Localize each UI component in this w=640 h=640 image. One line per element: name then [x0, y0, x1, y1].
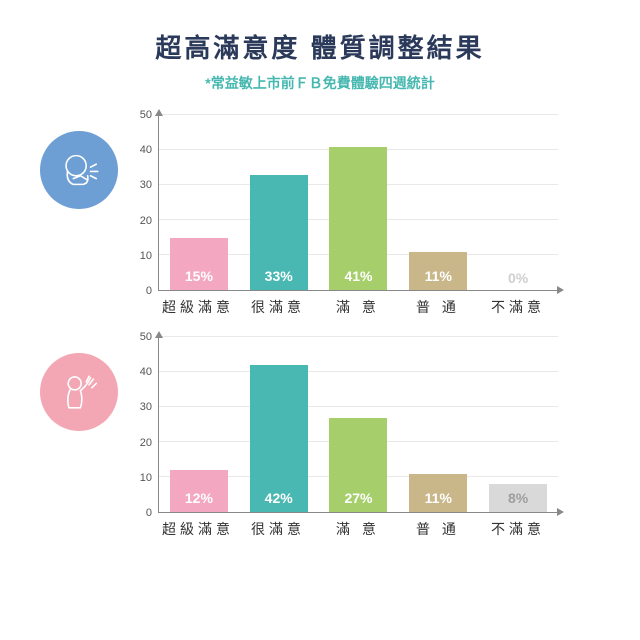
- sneeze-icon: [56, 147, 102, 193]
- y-tick: 10: [128, 250, 152, 262]
- bar-value-label: 11%: [425, 268, 452, 284]
- bars-row: 12% 42% 27% 11% 8%: [159, 337, 558, 512]
- bar-slot: 8%: [478, 337, 558, 512]
- bar: 8%: [489, 484, 547, 512]
- bar-value-label: 42%: [265, 490, 293, 506]
- bar: 15%: [170, 238, 228, 291]
- bar: 11%: [409, 474, 467, 513]
- y-tick: 40: [128, 366, 152, 378]
- x-label: 超級滿意: [158, 515, 238, 537]
- y-tick: 30: [128, 179, 152, 191]
- x-label: 不滿意: [478, 515, 558, 537]
- y-tick: 0: [128, 507, 152, 519]
- bar-value-label: 27%: [344, 490, 372, 506]
- bar: 12%: [170, 470, 228, 512]
- chart-block: 0102030405015%33%41%11%0%超級滿意很滿意滿 意普 通不滿…: [40, 115, 600, 315]
- x-labels: 超級滿意很滿意滿 意普 通不滿意: [158, 515, 558, 537]
- y-tick: 0: [128, 285, 152, 297]
- bar: 11%: [409, 252, 467, 291]
- y-tick: 50: [128, 109, 152, 121]
- chart-badge: [40, 353, 118, 431]
- page-subtitle: *常益敏上市前ＦＢ免費體驗四週統計: [40, 73, 600, 93]
- chart-block: 0102030405012%42%27%11%8%超級滿意很滿意滿 意普 通不滿…: [40, 337, 600, 537]
- x-label: 很滿意: [238, 515, 318, 537]
- bar-value-label: 11%: [425, 490, 452, 506]
- y-tick: 10: [128, 472, 152, 484]
- x-axis-arrow: [557, 286, 564, 294]
- y-axis: 01020304050: [128, 337, 156, 513]
- bar-slot: 33%: [239, 115, 319, 290]
- x-label: 普 通: [398, 293, 478, 315]
- chart-badge: [40, 131, 118, 209]
- plot-area: 15% 33% 41% 11% 0%: [158, 115, 558, 291]
- scratch-icon: [56, 369, 102, 415]
- bar-value-label: 0%: [508, 270, 528, 286]
- y-tick: 20: [128, 215, 152, 227]
- y-tick: 50: [128, 331, 152, 343]
- y-tick: 30: [128, 401, 152, 413]
- bar-value-label: 41%: [344, 268, 372, 284]
- x-labels: 超級滿意很滿意滿 意普 通不滿意: [158, 293, 558, 315]
- bar-slot: 0%: [478, 115, 558, 290]
- x-label: 不滿意: [478, 293, 558, 315]
- page-title: 超高滿意度 體質調整結果: [40, 28, 600, 65]
- bar: 27%: [329, 418, 387, 513]
- bar-value-label: 33%: [265, 268, 293, 284]
- charts-container: 0102030405015%33%41%11%0%超級滿意很滿意滿 意普 通不滿…: [40, 115, 600, 537]
- bar-chart: 0102030405015%33%41%11%0%超級滿意很滿意滿 意普 通不滿…: [128, 115, 558, 315]
- bar: 33%: [250, 175, 308, 291]
- x-label: 滿 意: [318, 515, 398, 537]
- y-tick: 40: [128, 144, 152, 156]
- bar-slot: 15%: [159, 115, 239, 290]
- bar-value-label: 15%: [185, 268, 213, 284]
- bar-chart: 0102030405012%42%27%11%8%超級滿意很滿意滿 意普 通不滿…: [128, 337, 558, 537]
- plot-area: 12% 42% 27% 11% 8%: [158, 337, 558, 513]
- x-label: 滿 意: [318, 293, 398, 315]
- bar-slot: 42%: [239, 337, 319, 512]
- bar-slot: 11%: [398, 337, 478, 512]
- x-axis-arrow: [557, 508, 564, 516]
- y-axis: 01020304050: [128, 115, 156, 291]
- bars-row: 15% 33% 41% 11% 0%: [159, 115, 558, 290]
- bar: 41%: [329, 147, 387, 291]
- y-tick: 20: [128, 437, 152, 449]
- bar: 42%: [250, 365, 308, 512]
- bar-value-label: 8%: [508, 490, 528, 506]
- bar-slot: 41%: [319, 115, 399, 290]
- bar-slot: 27%: [319, 337, 399, 512]
- bar-value-label: 12%: [185, 490, 213, 506]
- page-root: 超高滿意度 體質調整結果 *常益敏上市前ＦＢ免費體驗四週統計 0 10 20 30 40…: [0, 0, 640, 640]
- bar-slot: 12%: [159, 337, 239, 512]
- bar-slot: 11%: [398, 115, 478, 290]
- x-label: 很滿意: [238, 293, 318, 315]
- x-label: 普 通: [398, 515, 478, 537]
- x-label: 超級滿意: [158, 293, 238, 315]
